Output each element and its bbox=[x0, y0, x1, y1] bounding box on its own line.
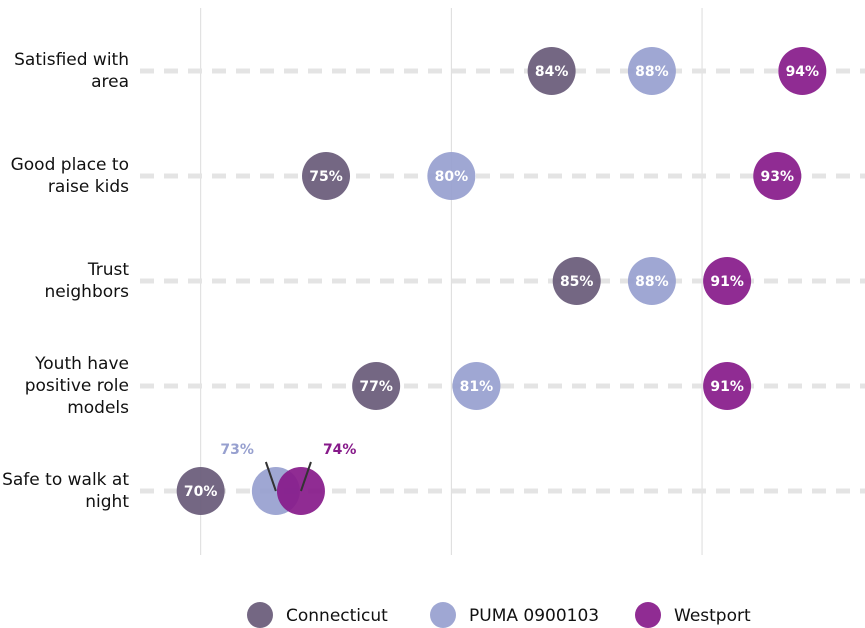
value-label: 85% bbox=[560, 274, 594, 290]
dot bbox=[302, 152, 351, 200]
category-label: Youth have positive role models bbox=[24, 354, 129, 418]
value-label: 88% bbox=[635, 274, 669, 290]
value-label: 88% bbox=[635, 64, 669, 80]
dot bbox=[452, 362, 501, 410]
value-label: 73% bbox=[220, 442, 254, 458]
dot bbox=[527, 47, 576, 95]
value-label: 91% bbox=[710, 379, 744, 395]
dot bbox=[627, 47, 676, 95]
value-label: 75% bbox=[309, 169, 343, 185]
value-label: 94% bbox=[786, 64, 820, 80]
leader-line bbox=[264, 461, 277, 492]
value-label: 91% bbox=[710, 274, 744, 290]
dot bbox=[552, 257, 601, 305]
dot bbox=[176, 467, 225, 515]
legend-label: Westport bbox=[674, 606, 751, 626]
legend-label: Connecticut bbox=[286, 606, 388, 626]
dot bbox=[778, 47, 827, 95]
category-label: Trust neighbors bbox=[44, 260, 129, 302]
legend-swatch bbox=[247, 602, 273, 628]
dot bbox=[703, 362, 752, 410]
dot bbox=[753, 152, 802, 200]
dot bbox=[427, 152, 476, 200]
value-label: 70% bbox=[184, 484, 218, 500]
value-label: 93% bbox=[761, 169, 795, 185]
legend-swatch bbox=[635, 602, 661, 628]
dot bbox=[627, 257, 676, 305]
category-label: Safe to walk at night bbox=[2, 470, 129, 512]
category-label: Good place to raise kids bbox=[10, 155, 129, 197]
legend-swatch bbox=[430, 602, 456, 628]
category-label: Satisfied with area bbox=[14, 50, 129, 92]
value-label: 80% bbox=[435, 169, 469, 185]
value-label: 77% bbox=[359, 379, 393, 395]
dot bbox=[352, 362, 401, 410]
value-label: 81% bbox=[460, 379, 494, 395]
dot bbox=[703, 257, 752, 305]
legend-label: PUMA 0900103 bbox=[469, 606, 599, 626]
leader-line bbox=[300, 461, 312, 492]
value-label: 84% bbox=[535, 64, 569, 80]
value-label: 74% bbox=[323, 442, 357, 458]
